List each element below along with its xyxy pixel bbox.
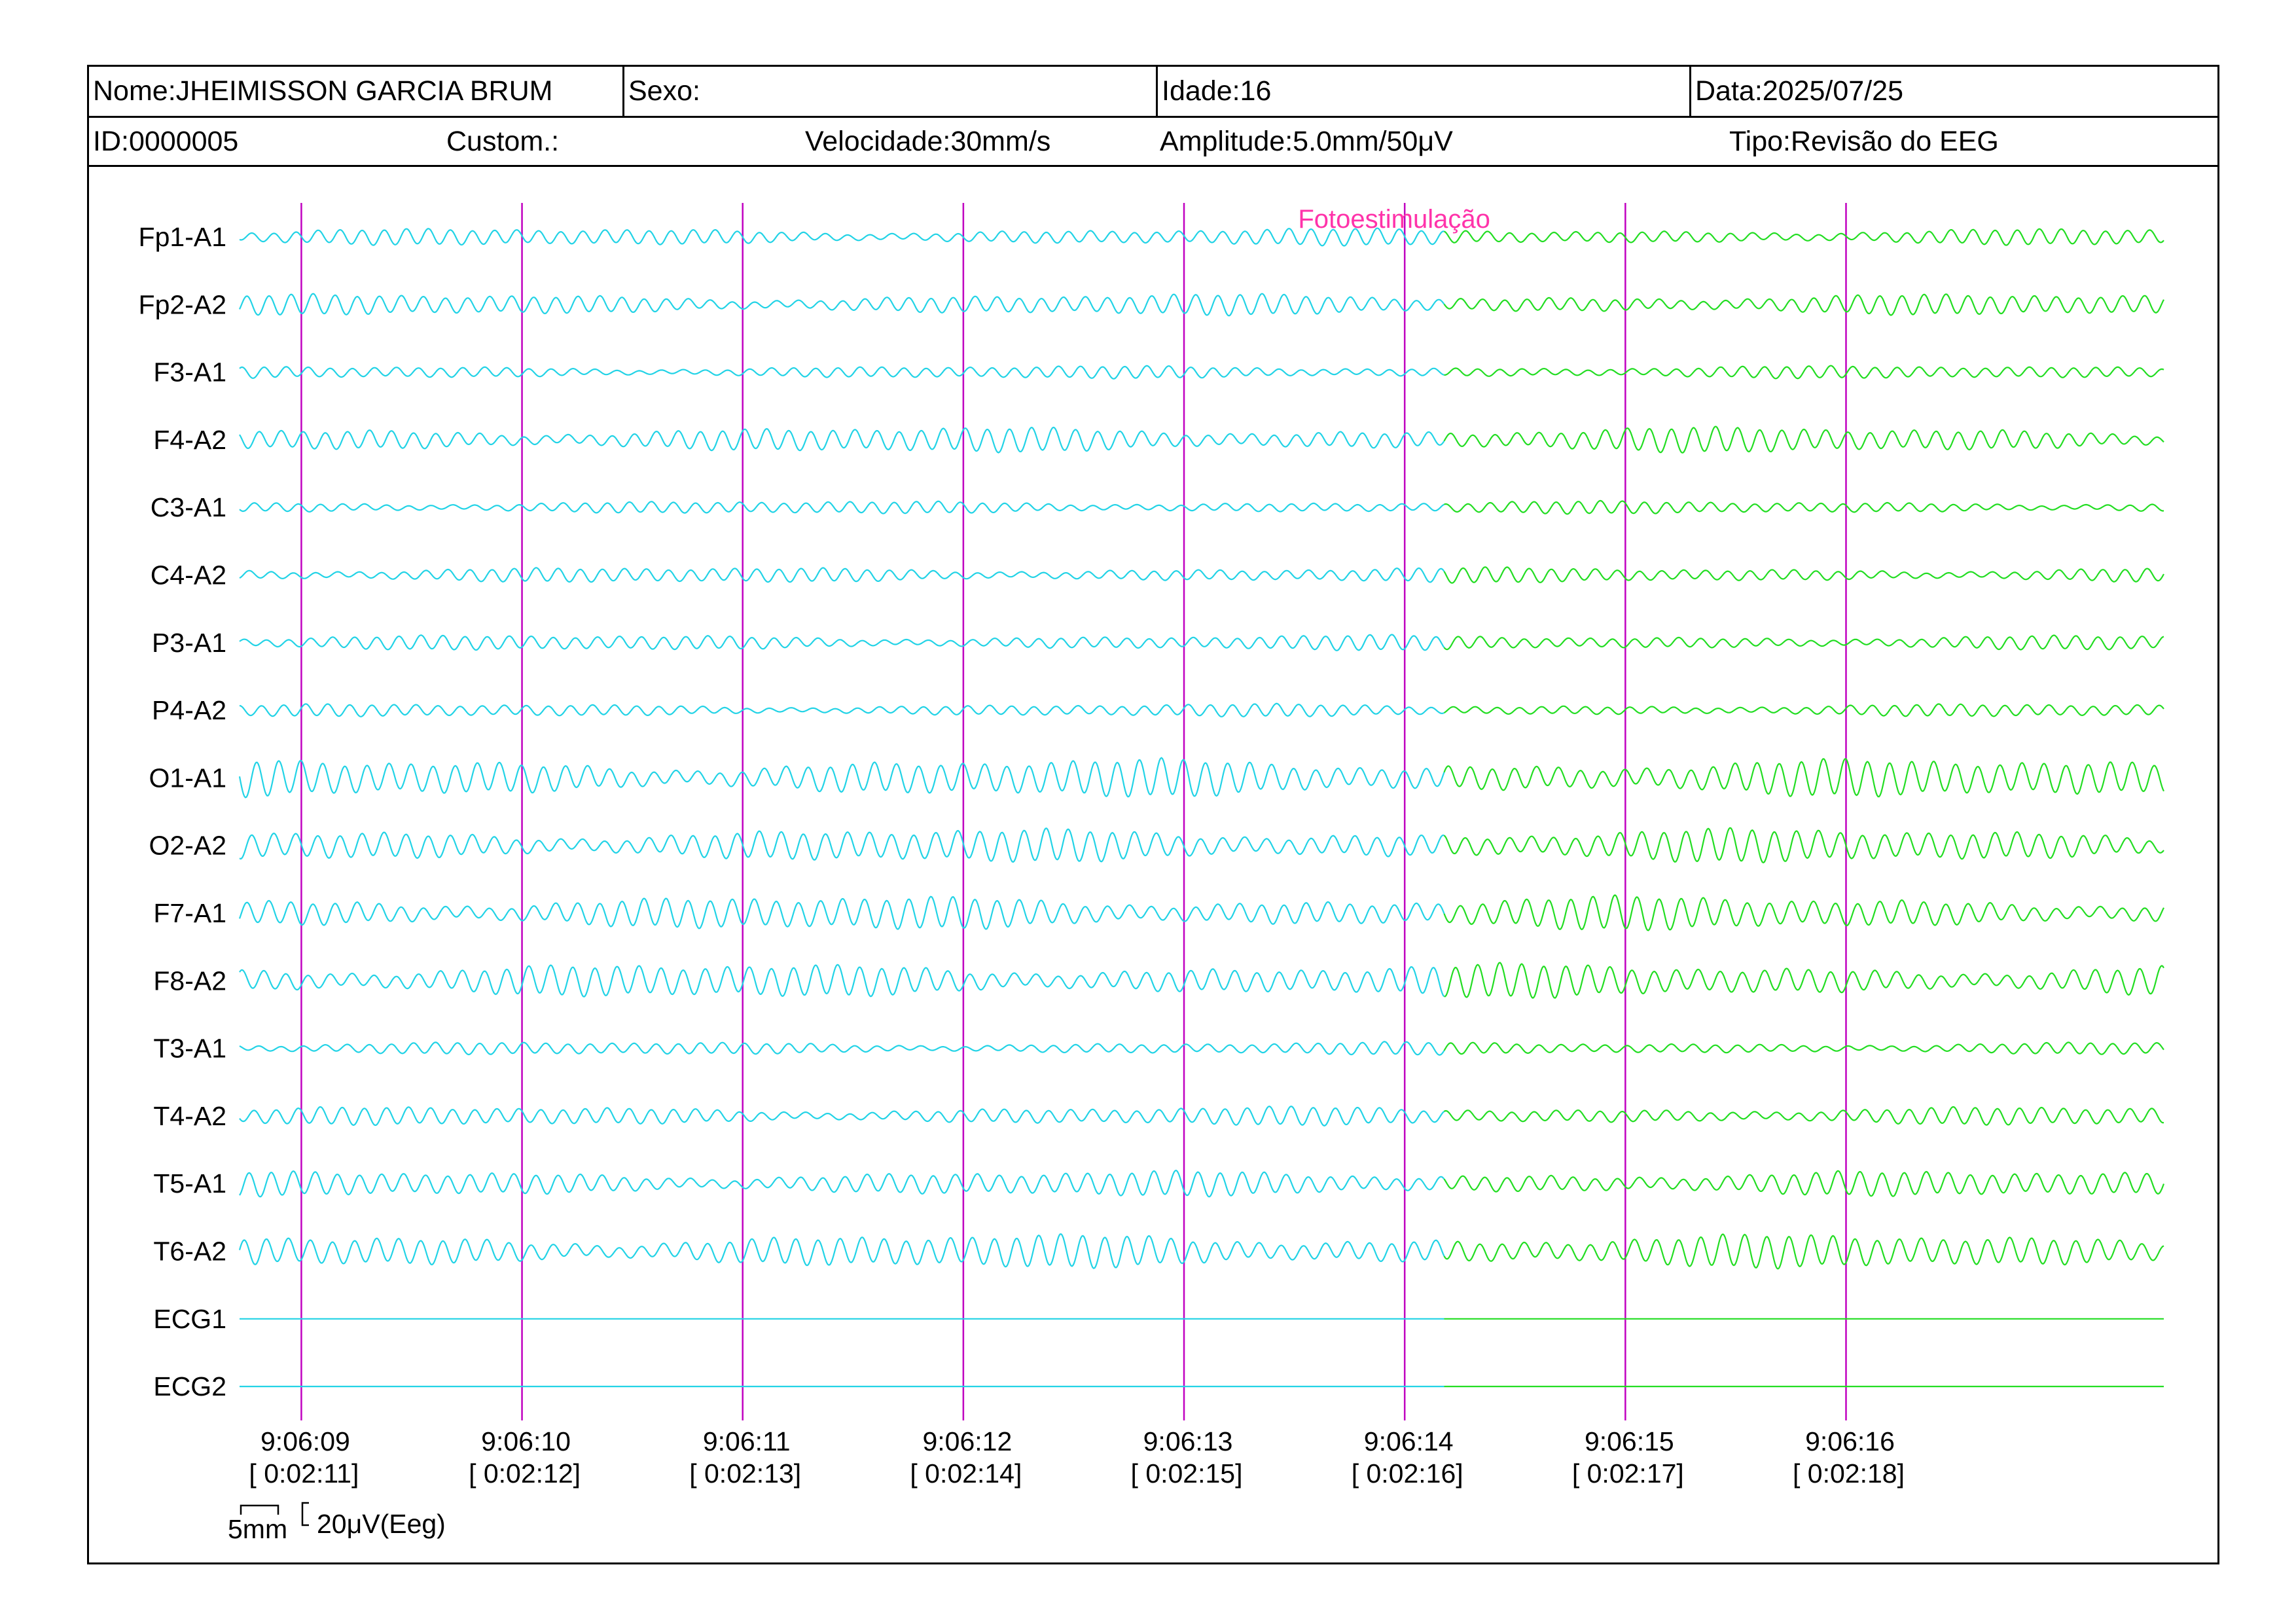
trace-t3-a1-post [1443, 1041, 2164, 1055]
trace-c4-a2-pre [239, 567, 1445, 583]
channel-label-p3-a1: P3-A1 [152, 628, 226, 658]
channel-label-fp1-a1: Fp1-A1 [139, 222, 226, 252]
channel-label-c4-a2: C4-A2 [151, 560, 226, 590]
second-marker-lines [300, 203, 1847, 1420]
trace-o2-a2-post [1443, 827, 2164, 864]
trace-f4-a2-pre [239, 426, 1445, 454]
trace-f8-a2-post [1444, 962, 2164, 999]
amplitude-setting: Amplitude:5.0mm/50μV [1160, 125, 1453, 157]
trace-c4-a2-post [1443, 566, 2164, 584]
header-row-patient: Nome:JHEIMISSON GARCIA BRUM Sexo: Idade:… [89, 67, 2217, 118]
trace-c3-a1-pre [239, 500, 1445, 514]
trace-f7-a1-pre [238, 895, 1445, 930]
header-row-settings: ID:0000005 Custom.: Velocidade:30mm/s Am… [89, 118, 2217, 167]
patient-age: Idade:16 [1156, 67, 1689, 116]
tick-elapsed-0: [ 0:02:11] [249, 1458, 359, 1489]
scale-bar: 5mm 20μV(Eeg) [228, 1502, 446, 1544]
scale-amp-bracket [301, 1502, 309, 1526]
speed-setting: Velocidade:30mm/s [805, 125, 1051, 157]
tick-clock-1: 9:06:10 [481, 1426, 571, 1456]
tick-elapsed-2: [ 0:02:13] [689, 1458, 801, 1489]
channel-label-t4-a2: T4-A2 [153, 1101, 226, 1131]
trace-fp2-a2-post [1443, 293, 2164, 316]
patient-id: ID:0000005 [93, 125, 239, 157]
trace-p4-a2-post [1443, 703, 2164, 717]
channel-label-ecg1: ECG1 [153, 1304, 226, 1334]
patient-sex: Sexo: [622, 67, 1156, 116]
channel-label-t3-a1: T3-A1 [153, 1034, 226, 1064]
event-label-photostimulation: Fotoestimulação [1298, 205, 1490, 234]
trace-o1-a1-pre [238, 757, 1445, 799]
trace-f8-a2-pre [239, 964, 1445, 998]
trace-p4-a2-pre [239, 702, 1444, 718]
tick-elapsed-7: [ 0:02:18] [1793, 1458, 1905, 1489]
channel-labels: Fp1-A1 Fp2-A2 F3-A1 F4-A2 C3-A1 C4-A2 P3-A1 P4-… [139, 222, 226, 1401]
report-frame: Nome:JHEIMISSON GARCIA BRUM Sexo: Idade:… [87, 65, 2219, 1564]
tick-elapsed-5: [ 0:02:16] [1352, 1458, 1463, 1489]
tick-elapsed-3: [ 0:02:14] [910, 1458, 1022, 1489]
trace-fp1-a1-post [1443, 228, 2164, 246]
trace-o2-a2-pre [239, 827, 1444, 863]
trace-f3-a1-post [1444, 365, 2164, 380]
scale-amp-label: 20μV(Eeg) [317, 1509, 446, 1539]
patient-name: Nome:JHEIMISSON GARCIA BRUM [93, 75, 553, 107]
trace-c3-a1-post [1444, 499, 2164, 515]
tick-clock-3: 9:06:12 [922, 1426, 1012, 1456]
channel-label-f4-a2: F4-A2 [153, 425, 226, 455]
channel-label-f8-a2: F8-A2 [153, 965, 226, 996]
channel-label-t6-a2: T6-A2 [153, 1236, 226, 1267]
trace-f7-a1-post [1443, 894, 2164, 931]
channel-label-ecg2: ECG2 [153, 1371, 226, 1401]
trace-fp1-a1-pre [239, 227, 1444, 247]
exam-type: Tipo:Revisão do EEG [1729, 125, 1999, 157]
tick-clock-4: 9:06:13 [1143, 1426, 1233, 1456]
tick-clock-2: 9:06:11 [703, 1426, 791, 1456]
scale-time-bracket [240, 1504, 279, 1515]
channel-label-fp2-a2: Fp2-A2 [139, 289, 226, 319]
trace-t6-a2-pre [238, 1233, 1445, 1269]
trace-o1-a1-post [1443, 757, 2164, 798]
trace-t5-a1-pre [239, 1169, 1445, 1198]
channel-label-o1-a1: O1-A1 [149, 763, 227, 793]
tick-clock-7: 9:06:16 [1805, 1426, 1895, 1456]
trace-t4-a2-post [1443, 1106, 2164, 1126]
eeg-traces [238, 227, 2165, 1388]
tick-elapsed-6: [ 0:02:17] [1572, 1458, 1684, 1489]
channel-label-p4-a2: P4-A2 [152, 695, 226, 725]
trace-fp2-a2-pre [238, 293, 1445, 317]
time-axis: 9:06:09[ 0:02:11] 9:06:10[ 0:02:12] 9:06:1… [249, 1426, 1905, 1489]
tick-elapsed-1: [ 0:02:12] [469, 1458, 581, 1489]
custom-field: Custom.: [446, 125, 560, 157]
channel-label-f7-a1: F7-A1 [153, 898, 226, 928]
trace-p3-a1-pre [239, 634, 1445, 651]
tick-clock-0: 9:06:09 [260, 1426, 350, 1456]
channel-label-t5-a1: T5-A1 [153, 1168, 226, 1199]
tick-elapsed-4: [ 0:02:15] [1131, 1458, 1243, 1489]
trace-t4-a2-pre [239, 1106, 1445, 1127]
channel-label-o2-a2: O2-A2 [149, 831, 227, 861]
channel-label-c3-a1: C3-A1 [151, 492, 226, 522]
tick-clock-5: 9:06:14 [1364, 1426, 1454, 1456]
trace-t5-a1-post [1443, 1170, 2165, 1197]
trace-f3-a1-pre [239, 365, 1444, 380]
trace-t6-a2-post [1443, 1233, 2164, 1270]
trace-f4-a2-post [1443, 425, 2164, 454]
channel-label-f3-a1: F3-A1 [153, 357, 226, 388]
tick-clock-6: 9:06:15 [1585, 1426, 1674, 1456]
scale-time-label: 5mm [228, 1514, 287, 1544]
trace-p3-a1-post [1443, 634, 2164, 651]
trace-t3-a1-pre [239, 1041, 1445, 1056]
exam-date: Data:2025/07/25 [1689, 67, 2217, 116]
